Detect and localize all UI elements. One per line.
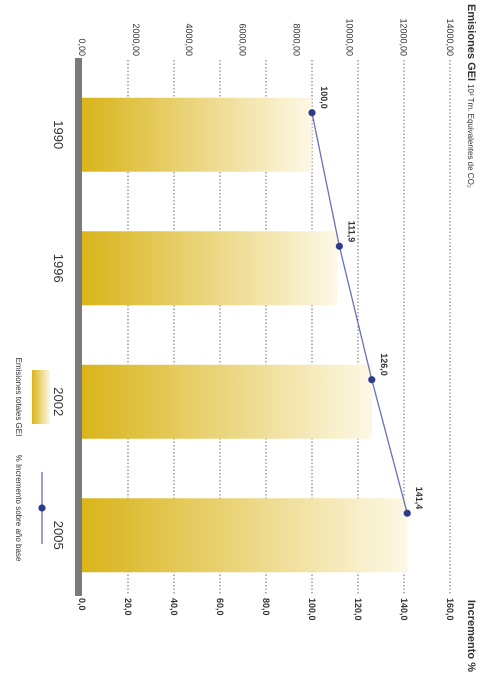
data-label: 126,0 xyxy=(379,353,389,376)
category-label: 2005 xyxy=(51,521,66,550)
legend-line-marker xyxy=(38,504,46,512)
left-tick-label: 14000,00 xyxy=(445,18,455,56)
category-label: 1990 xyxy=(51,120,66,149)
left-tick-label: 10000,00 xyxy=(345,18,355,56)
title-right: Incremento % xyxy=(465,600,477,672)
legend-bar-swatch xyxy=(32,370,50,424)
data-label: 141,4 xyxy=(414,487,424,510)
right-tick-label: 100,0 xyxy=(307,598,317,621)
right-tick-label: 140,0 xyxy=(399,598,409,621)
bar xyxy=(82,97,312,172)
right-tick-label: 160,0 xyxy=(445,598,455,621)
category-label: 1996 xyxy=(51,254,66,283)
line-marker xyxy=(368,376,376,384)
left-tick-label: 8000,00 xyxy=(292,23,302,56)
right-tick-label: 40,0 xyxy=(169,598,179,616)
data-label: 111,9 xyxy=(346,221,356,243)
bar xyxy=(82,231,338,306)
right-tick-label: 80,0 xyxy=(261,598,271,616)
right-tick-label: 120,0 xyxy=(353,598,363,621)
title-left: Emisiones GEI xyxy=(465,4,477,81)
rotated-chart-group: 0,00 2000,00 4000,00 6000,00 8000,00 10000,00… xyxy=(14,4,477,672)
line-series xyxy=(311,112,408,514)
left-tick-label: 4000,00 xyxy=(184,23,194,56)
left-tick-label: 2000,00 xyxy=(131,23,141,56)
subtitle-left: 10³ Tm. Equivalentes de CO₂ xyxy=(466,84,475,188)
right-tick-label: 60,0 xyxy=(215,598,225,616)
legend-bar-label: Emisiones totales GEI xyxy=(14,358,23,437)
bar xyxy=(81,498,408,573)
line-marker xyxy=(308,109,316,117)
category-label: 2002 xyxy=(51,387,66,416)
left-tick-label: 0,00 xyxy=(77,38,87,56)
legend-line-label: % Incremento sobre año base xyxy=(14,455,23,562)
left-tick-label: 12000,00 xyxy=(398,18,408,56)
bar xyxy=(82,364,373,439)
right-tick-label: 0,0 xyxy=(77,598,87,611)
baseline-bar xyxy=(75,58,82,596)
left-tick-label: 6000,00 xyxy=(238,23,248,56)
line-marker xyxy=(403,509,411,517)
data-label: 100,0 xyxy=(319,86,329,109)
right-tick-label: 20,0 xyxy=(123,598,133,616)
line-marker xyxy=(335,242,343,250)
